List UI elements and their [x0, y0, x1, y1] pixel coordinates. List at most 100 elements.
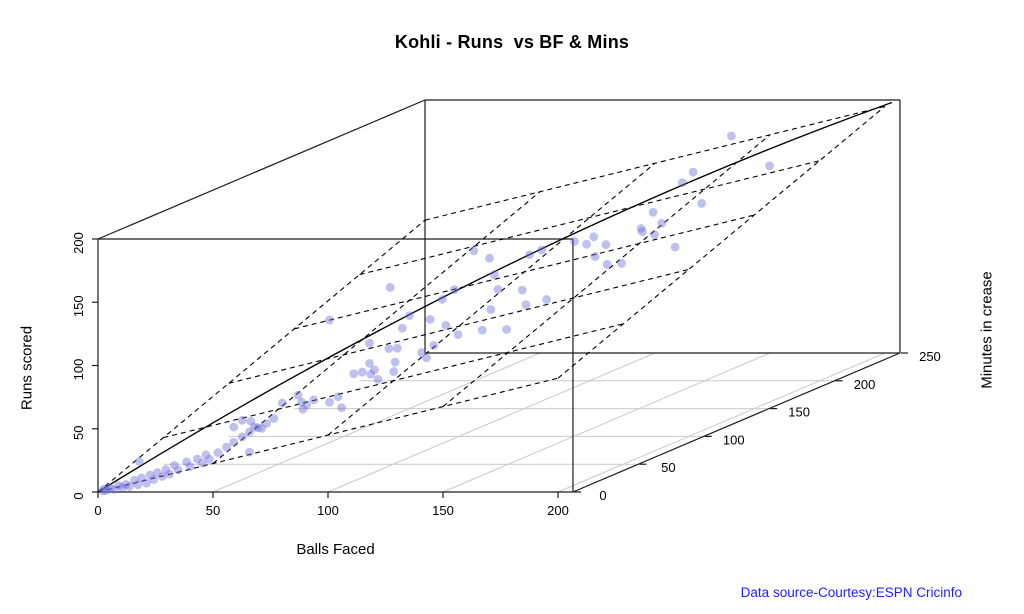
data-point [269, 414, 279, 423]
data-point [385, 282, 395, 292]
z-tick-label: 100 [71, 359, 86, 381]
data-point [502, 325, 511, 334]
data-point [245, 427, 254, 437]
data-point [417, 348, 427, 358]
data-point [726, 131, 736, 141]
y-tick-label: 0 [599, 488, 606, 503]
data-point [441, 321, 451, 330]
data-point [245, 447, 254, 457]
data-point [450, 285, 459, 295]
data-point [453, 330, 463, 340]
data-point [333, 392, 343, 402]
floor-grid-line-bf [212, 352, 541, 493]
data-point [636, 224, 646, 233]
data-point [570, 236, 579, 246]
y-axis-line [572, 352, 901, 493]
data-point [262, 419, 271, 428]
data-point [205, 454, 214, 464]
plane-grid-line-mins [228, 268, 689, 384]
data-point [201, 450, 211, 460]
data-point [521, 300, 531, 310]
data-point [537, 245, 547, 255]
data-point [129, 475, 139, 485]
data-point [493, 285, 503, 294]
data-point [425, 314, 435, 324]
x-tick-label: 50 [206, 503, 220, 518]
data-point [617, 258, 627, 268]
x-axis-title: Balls Faced [296, 541, 375, 558]
data-point [185, 462, 195, 471]
data-point [590, 252, 600, 261]
data-point [397, 323, 407, 333]
data-point [229, 437, 239, 447]
data-point [109, 484, 119, 494]
data-point [246, 416, 256, 426]
data-point [517, 285, 527, 295]
data-point [542, 295, 551, 304]
z-tick-label: 0 [71, 492, 86, 499]
z-tick-label: 200 [71, 232, 86, 254]
data-point [229, 422, 239, 432]
data-point [133, 480, 143, 490]
data-point [437, 295, 447, 304]
data-point [602, 259, 612, 269]
data-point [349, 369, 359, 379]
data-point [197, 458, 207, 468]
data-point [182, 457, 191, 467]
data-point [302, 400, 311, 410]
data-point [99, 484, 109, 494]
data-point [490, 270, 499, 280]
data-point [149, 475, 159, 484]
data-point [765, 161, 774, 171]
data-point [117, 483, 127, 492]
data-point [384, 344, 394, 354]
data-point [114, 481, 124, 490]
data-point [373, 375, 383, 384]
data-point [657, 218, 667, 228]
z-tick-label: 50 [71, 426, 86, 440]
data-point [98, 486, 108, 496]
x-tick-label: 200 [547, 503, 569, 518]
chart-title: Kohli - Runs vs BF & Mins [394, 32, 630, 52]
data-point [688, 167, 698, 177]
x-tick-label: 100 [317, 503, 339, 518]
data-point [637, 227, 647, 237]
data-point [670, 242, 680, 252]
data-point [277, 398, 287, 408]
y-tick-label: 200 [854, 377, 876, 392]
data-point [293, 390, 303, 400]
data-source-credit: Data source-Courtesy:ESPN Cricinfo [740, 585, 962, 600]
data-point [125, 482, 134, 491]
data-point [601, 240, 611, 250]
data-point [429, 340, 439, 350]
y-tick-label: 50 [661, 460, 675, 475]
data-point [121, 480, 131, 489]
data-point [485, 253, 494, 263]
data-point [250, 422, 259, 432]
data-point [309, 395, 319, 405]
x-tick-label: 0 [94, 503, 101, 518]
plane-grid-line-bf [557, 105, 886, 379]
data-point [589, 232, 599, 242]
data-point [357, 367, 367, 377]
data-point [365, 358, 374, 368]
data-point [297, 397, 307, 407]
y-tick-label: 100 [723, 432, 745, 447]
z-axis-title: Runs scored [18, 325, 36, 411]
data-point [337, 403, 347, 412]
y-axis-title: Minutes in crease [978, 271, 996, 389]
data-point [165, 469, 174, 479]
floor-grid-line-bf [327, 352, 656, 493]
data-point [325, 397, 334, 407]
data-point [366, 369, 376, 379]
data-point [392, 343, 402, 353]
data-point [134, 457, 144, 466]
data-point [390, 357, 400, 367]
data-point [650, 230, 659, 239]
data-point [257, 423, 267, 433]
data-point [525, 250, 534, 260]
fit-line [97, 101, 893, 493]
data-point [325, 315, 334, 325]
